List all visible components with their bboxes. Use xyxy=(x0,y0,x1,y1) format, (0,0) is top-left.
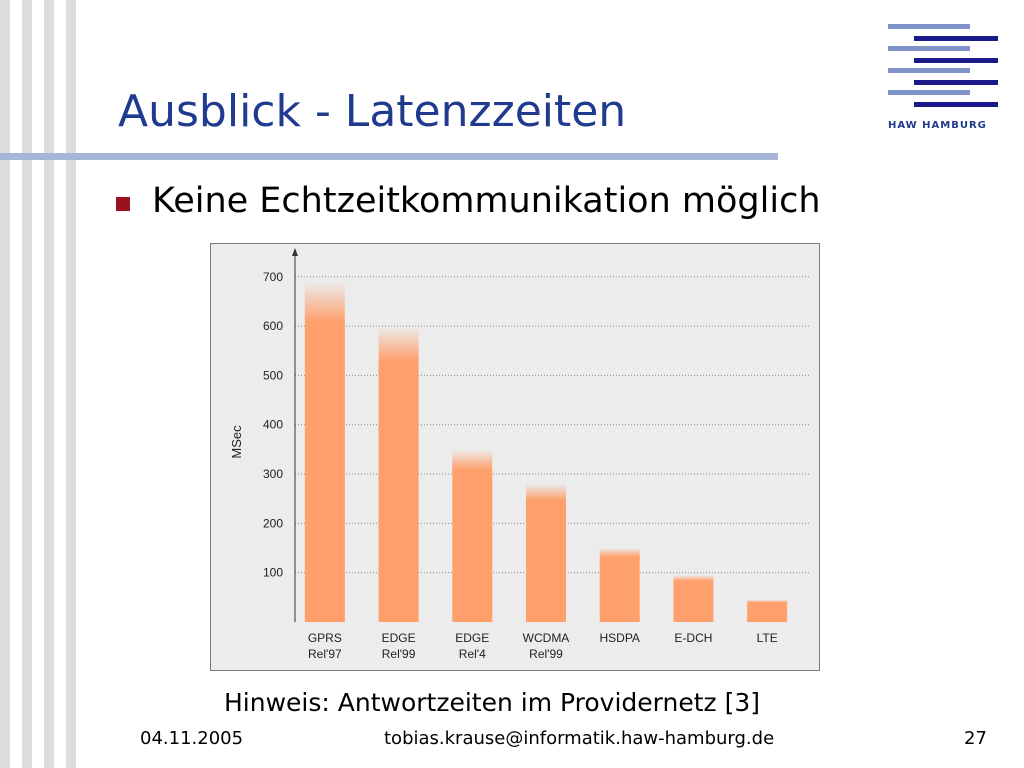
latency-chart: 100 200 300 400 500 600 700 MSec GPRS Rel'97 EDGE R… xyxy=(210,243,820,671)
x-tick-label: Rel'4 xyxy=(459,647,486,661)
x-tick-label: Rel'97 xyxy=(308,647,342,661)
y-axis-arrow-icon xyxy=(292,248,298,256)
bar-5 xyxy=(673,575,714,622)
y-tick-label: 700 xyxy=(263,270,283,284)
logo-bar xyxy=(914,36,998,41)
x-tick-label: E-DCH xyxy=(674,631,712,645)
x-tick-label: EDGE xyxy=(455,631,489,645)
bar-6 xyxy=(747,599,788,622)
x-tick-label: HSDPA xyxy=(599,631,639,645)
y-tick-label: 500 xyxy=(263,368,283,382)
logo-bar xyxy=(914,58,998,63)
hint-text: Hinweis: Antwortzeiten im Providernetz [… xyxy=(224,688,760,717)
x-tick-label: GPRS xyxy=(308,631,342,645)
decor-stripe-1 xyxy=(0,0,10,768)
latency-bar-chart: 100 200 300 400 500 600 700 MSec GPRS Rel'97 EDGE R… xyxy=(229,248,811,661)
bar-3 xyxy=(526,483,566,622)
x-tick-label: LTE xyxy=(757,631,778,645)
decor-stripe-4 xyxy=(66,0,76,768)
bar-1 xyxy=(378,326,419,622)
y-tick-label: 400 xyxy=(263,418,283,432)
decor-stripe-3 xyxy=(44,0,54,768)
decor-stripe-2 xyxy=(22,0,32,768)
logo-bar xyxy=(888,24,970,29)
footer-date: 04.11.2005 xyxy=(140,728,244,749)
x-tick-label: Rel'99 xyxy=(529,647,563,661)
x-tick-label: EDGE xyxy=(382,631,416,645)
y-axis-label: MSec xyxy=(229,425,244,459)
x-tick-label: WCDMA xyxy=(523,631,570,645)
x-tick-label: Rel'99 xyxy=(382,647,416,661)
logo-bar xyxy=(888,46,970,51)
logo-text: HAW HAMBURG xyxy=(888,120,987,131)
footer-page-number: 27 xyxy=(964,728,987,749)
logo-bar xyxy=(914,80,998,85)
bar-2 xyxy=(452,449,493,622)
logo-bar xyxy=(888,90,970,95)
y-tick-label: 600 xyxy=(263,319,283,333)
bullet-square-icon xyxy=(116,197,130,211)
logo-bar xyxy=(888,68,970,73)
footer-email: tobias.krause@informatik.haw-hamburg.de xyxy=(384,728,775,749)
y-tick-label: 100 xyxy=(263,566,283,580)
bullet-text: Keine Echtzeitkommunikation möglich xyxy=(152,181,821,221)
haw-hamburg-logo: HAW HAMBURG xyxy=(884,24,1000,134)
bar-0 xyxy=(304,281,345,622)
y-tick-label: 200 xyxy=(263,516,283,530)
bar-4 xyxy=(599,548,640,622)
logo-bar xyxy=(914,102,998,107)
slide-title: Ausblick - Latenzzeiten xyxy=(118,86,627,137)
y-tick-label: 300 xyxy=(263,467,283,481)
title-underline xyxy=(0,153,778,160)
